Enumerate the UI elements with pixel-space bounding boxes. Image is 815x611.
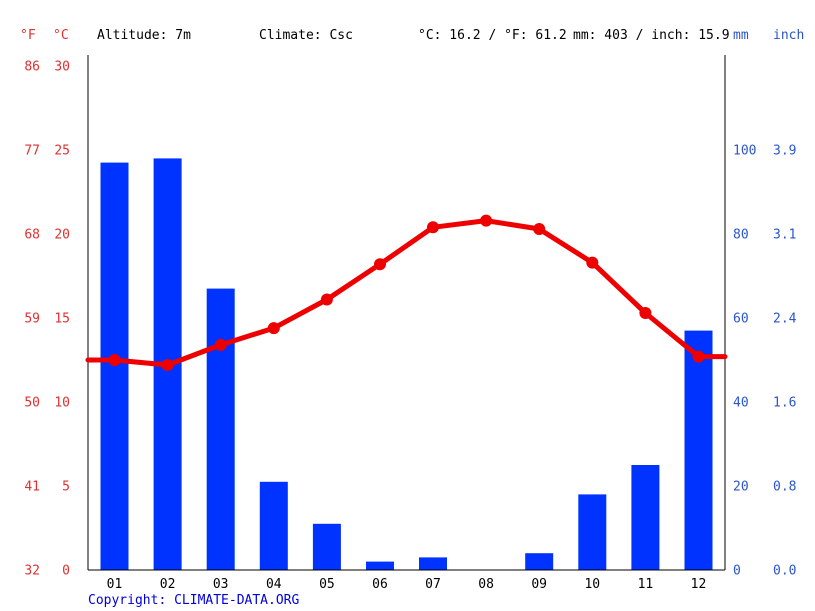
temperature-point-09 xyxy=(533,223,546,235)
mm-tick-0: 0 xyxy=(733,564,741,579)
inch-tick-1.6: 1.6 xyxy=(773,396,796,411)
precip-bar-07 xyxy=(419,557,447,570)
f-tick-86: 86 xyxy=(24,60,40,75)
precip-bar-11 xyxy=(631,465,660,570)
inch-tick-0.0: 0.0 xyxy=(773,564,796,579)
temperature-point-02 xyxy=(161,359,174,371)
temperature-point-12 xyxy=(692,350,705,363)
copyright-prefix: Copyright: xyxy=(88,593,175,608)
celsius-axis-header: °C xyxy=(53,28,69,43)
mean-temperature-label: °C: 16.2 / °F: 61.2 xyxy=(418,28,567,43)
f-tick-77: 77 xyxy=(24,144,40,159)
climate-class-label: Climate: Csc xyxy=(259,28,353,43)
precip-bar-12 xyxy=(684,330,713,570)
f-tick-59: 59 xyxy=(24,312,40,327)
precip-bar-06 xyxy=(366,561,394,570)
copyright-link[interactable]: CLIMATE-DATA.ORG xyxy=(174,593,300,608)
temperature-point-11 xyxy=(639,307,652,319)
temperature-point-08 xyxy=(480,214,493,227)
precip-bar-03 xyxy=(206,288,235,570)
month-label-08: 08 xyxy=(478,577,494,592)
month-label-12: 12 xyxy=(691,577,707,592)
copyright: Copyright: CLIMATE-DATA.ORG xyxy=(88,593,299,608)
c-tick-5: 5 xyxy=(62,480,70,495)
month-label-03: 03 xyxy=(213,577,229,592)
c-tick-20: 20 xyxy=(54,228,70,243)
temperature-point-01 xyxy=(108,354,121,366)
temperature-point-03 xyxy=(214,338,227,351)
temperature-point-05 xyxy=(320,293,333,306)
f-tick-68: 68 xyxy=(24,228,40,243)
inch-axis-header: inch xyxy=(773,28,805,43)
inch-tick-2.4: 2.4 xyxy=(773,312,797,327)
mm-axis-header: mm xyxy=(733,28,749,43)
month-label-02: 02 xyxy=(160,577,176,592)
precip-bar-01 xyxy=(100,162,129,570)
month-label-09: 09 xyxy=(531,577,547,592)
fahrenheit-axis-header: °F xyxy=(20,28,36,43)
temperature-point-10 xyxy=(586,256,599,269)
inch-tick-3.9: 3.9 xyxy=(773,144,796,159)
mm-tick-60: 60 xyxy=(733,312,749,327)
precip-bar-10 xyxy=(578,494,607,570)
precip-bar-04 xyxy=(259,481,288,570)
c-tick-15: 15 xyxy=(54,312,70,327)
month-label-01: 01 xyxy=(107,577,123,592)
mm-tick-20: 20 xyxy=(733,480,749,495)
month-label-07: 07 xyxy=(425,577,441,592)
mm-tick-80: 80 xyxy=(733,228,749,243)
precip-bar-05 xyxy=(312,523,341,570)
inch-tick-0.8: 0.8 xyxy=(773,480,796,495)
mm-tick-100: 100 xyxy=(733,144,756,159)
month-label-11: 11 xyxy=(638,577,654,592)
month-label-05: 05 xyxy=(319,577,335,592)
c-tick-30: 30 xyxy=(54,60,70,75)
precip-bar-09 xyxy=(525,553,554,570)
temperature-point-04 xyxy=(267,322,280,335)
annual-precip-label: mm: 403 / inch: 15.9 xyxy=(573,28,730,43)
month-label-04: 04 xyxy=(266,577,282,592)
f-tick-41: 41 xyxy=(24,480,40,495)
altitude-label: Altitude: 7m xyxy=(97,28,191,43)
f-tick-50: 50 xyxy=(24,396,40,411)
temperature-point-07 xyxy=(427,221,439,234)
f-tick-32: 32 xyxy=(24,564,40,579)
temperature-line xyxy=(85,218,728,368)
inch-tick-3.1: 3.1 xyxy=(773,228,796,243)
mm-tick-40: 40 xyxy=(733,396,749,411)
c-tick-0: 0 xyxy=(62,564,70,579)
month-label-06: 06 xyxy=(372,577,388,592)
c-tick-10: 10 xyxy=(54,396,70,411)
month-label-10: 10 xyxy=(584,577,600,592)
c-tick-25: 25 xyxy=(54,144,70,159)
temperature-point-06 xyxy=(374,258,386,271)
